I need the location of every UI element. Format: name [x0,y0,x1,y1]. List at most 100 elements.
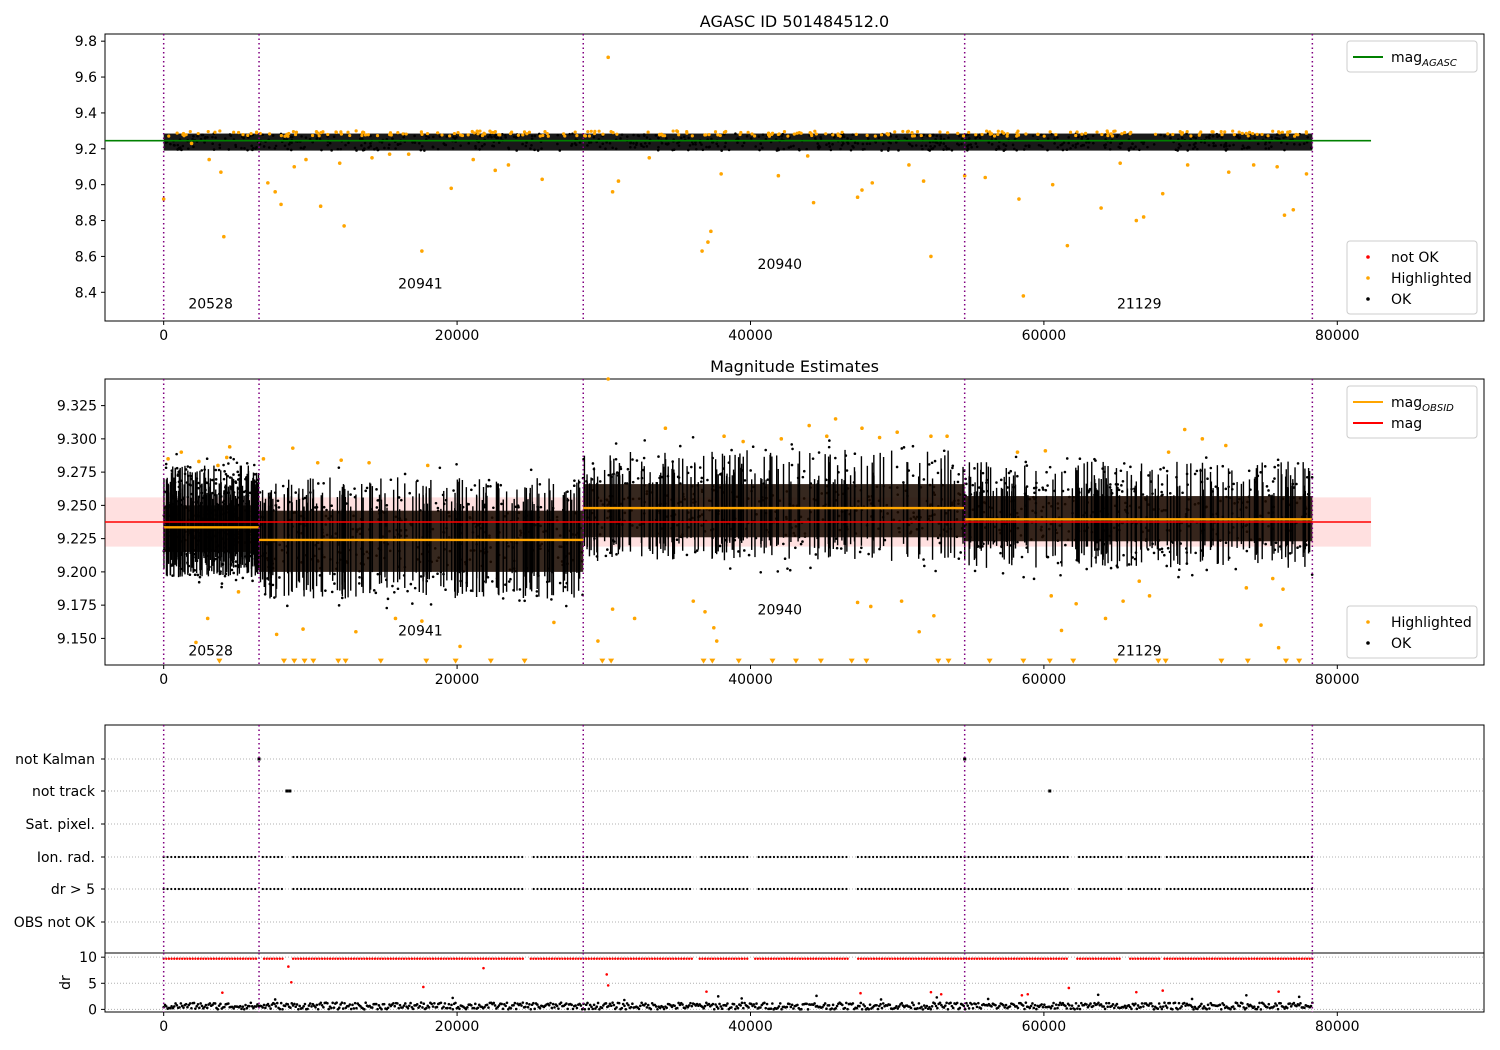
ok-point [761,133,765,136]
dr-axis-label: dr [58,975,74,990]
highlighted-point [420,249,424,253]
highlighted-point [354,629,358,634]
ok-point [745,134,749,138]
ok-point [1224,487,1228,491]
ok-point [1193,145,1197,149]
flag-point [933,855,936,859]
ok-point [485,1003,489,1007]
ok-point [841,1003,844,1007]
flag-point [826,887,829,891]
ok-point [218,143,222,147]
ok-point [654,134,658,137]
highlighted-point [460,133,465,138]
flag-point [544,887,547,891]
flag-point [505,887,509,891]
flag-point [765,887,768,891]
flag-point [285,789,289,793]
ok-point [933,459,937,463]
ok-point [665,1006,669,1010]
ok-point [974,136,977,140]
clipped-point-marker [1020,658,1027,664]
highlighted-point [860,188,864,192]
flag-point [1299,887,1302,891]
ok-point [1282,136,1285,140]
ok-point [353,146,357,150]
ok-point [427,136,431,139]
flag-point [585,887,589,891]
flag-point [1104,855,1107,859]
ok-point [396,1002,399,1005]
ok-point [1245,549,1249,553]
not-ok-point [228,957,231,960]
ok-point [262,1003,266,1007]
flag-point [727,855,730,859]
ok-point [642,145,645,149]
highlighted-point [314,130,319,134]
ok-point [615,1006,618,1009]
flag-point [517,887,520,891]
ok-point [1130,1007,1133,1011]
ok-point [656,1007,659,1011]
highlighted-point [899,599,904,603]
flag-point [441,887,444,891]
ok-point [222,477,226,481]
highlighted-point [1266,134,1270,138]
ok-point [632,141,635,145]
ok-point [432,135,435,139]
ok-point [800,1007,803,1011]
flag-point [975,887,978,891]
ok-point [538,1006,542,1010]
flag-point [425,855,428,859]
flag-category-label: Sat. pixel. [26,817,95,833]
ok-point [1053,142,1056,145]
obsid-label: 20940 [758,257,803,273]
not-ok-point [199,957,202,960]
ok-point [336,147,340,151]
highlighted-point [836,133,840,137]
ok-point [208,1002,212,1005]
ok-point [241,576,245,580]
flag-point [841,855,844,859]
flag-point [444,855,448,859]
ok-point [1296,546,1299,550]
ok-point [536,1003,539,1006]
ok-point [450,1003,453,1007]
ok-point [391,137,394,141]
ok-point [521,1001,525,1004]
flag-point [1039,855,1043,859]
ok-point [337,1006,341,1010]
flag-point [1142,887,1146,891]
flag-point [376,887,379,891]
ok-point [612,1003,616,1007]
flag-point [334,887,337,891]
ok-point [923,564,926,568]
ok-point [852,146,855,149]
ok-point [604,1002,608,1005]
flag-point [1100,887,1104,891]
ok-point [761,146,764,150]
ok-point [328,141,332,145]
highlighted-point [1224,443,1228,448]
ok-point [1012,147,1016,151]
ok-point [1033,1003,1037,1007]
ok-point [274,1005,278,1008]
ok-point [241,1005,245,1008]
ok-point [223,1005,226,1009]
highlighted-point [1291,207,1296,212]
flag-point [1119,855,1123,859]
ok-point [1156,1007,1160,1011]
ok-point [592,135,596,139]
ok-point [945,1001,948,1005]
ok-point [805,147,808,151]
ok-point [339,147,343,151]
highlighted-point [196,131,200,136]
ok-point [648,142,651,145]
highlighted-point [1120,132,1124,136]
highlighted-point [1282,213,1287,217]
flag-point [734,855,737,859]
ok-point [805,1002,808,1006]
highlighted-point [647,155,652,160]
flag-point [1249,855,1252,859]
obsid-label: 20528 [188,644,233,660]
